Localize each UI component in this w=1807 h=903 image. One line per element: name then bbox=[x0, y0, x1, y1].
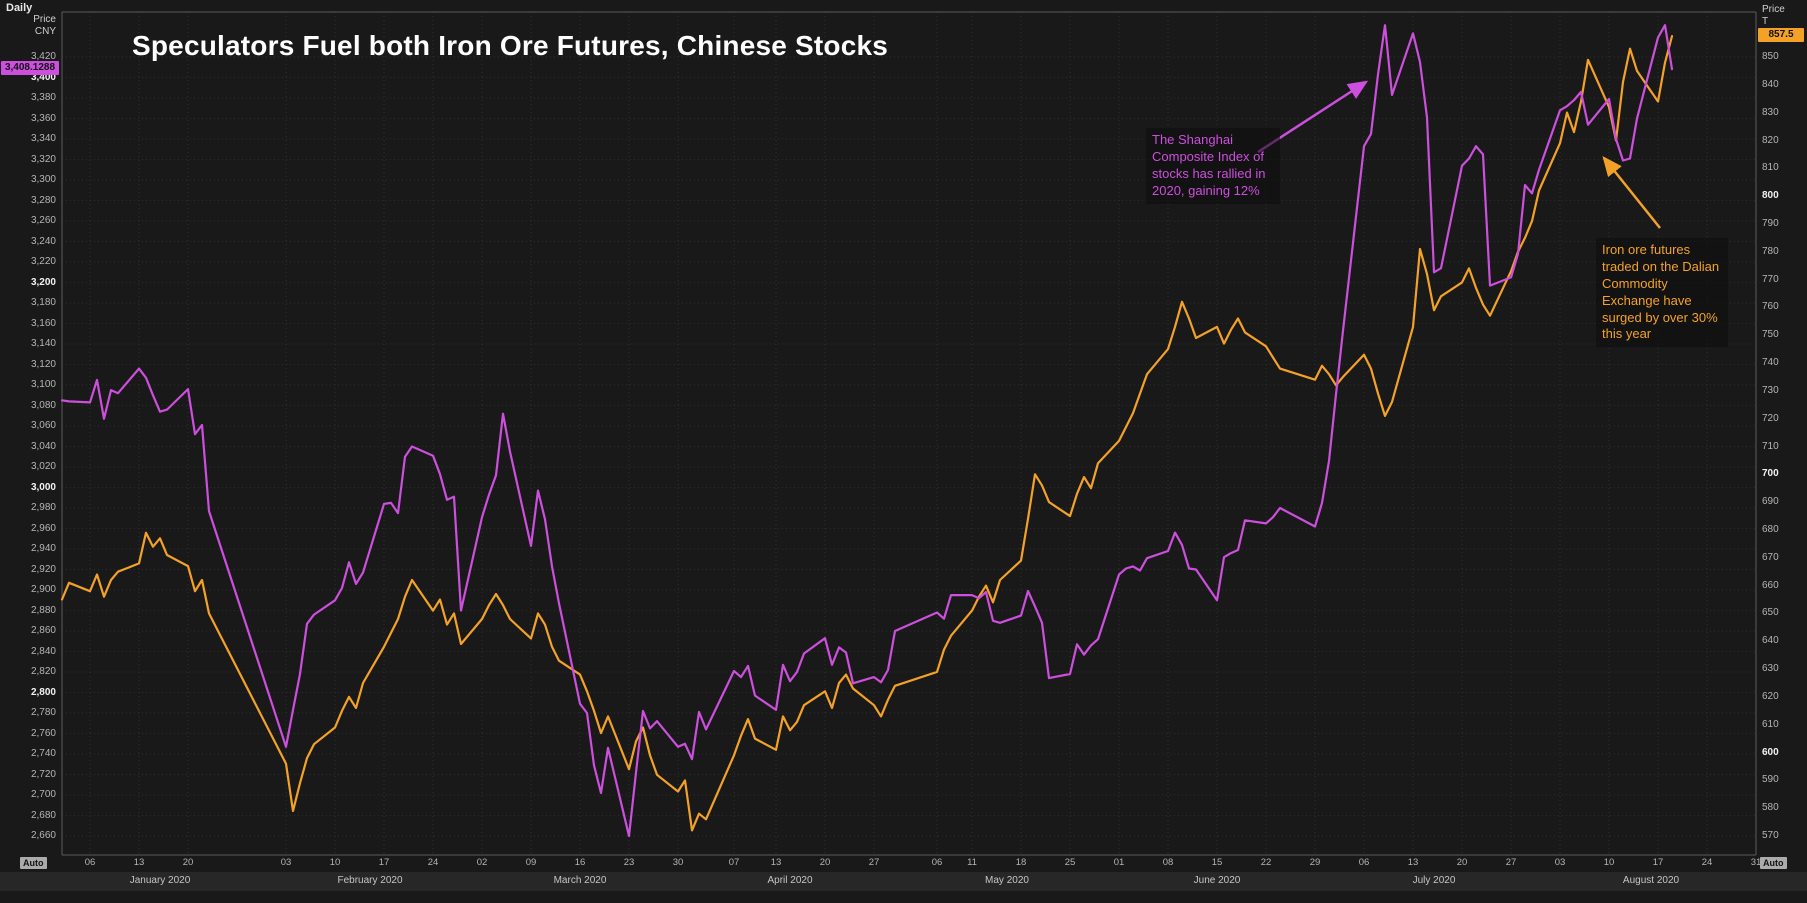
x-axis-day-tick: 13 bbox=[770, 857, 782, 868]
x-axis-day-tick: 23 bbox=[623, 857, 635, 868]
last-price-badge-shanghai: 3,408.1288 bbox=[1, 61, 59, 76]
x-axis-month-label: March 2020 bbox=[553, 875, 607, 886]
x-axis-day-tick: 24 bbox=[427, 857, 439, 868]
x-axis-month-label: June 2020 bbox=[1193, 875, 1241, 886]
x-axis-month-label: February 2020 bbox=[337, 875, 403, 886]
x-axis-day-tick: 17 bbox=[1652, 857, 1664, 868]
x-axis-day-tick: 06 bbox=[84, 857, 96, 868]
x-axis-day-tick: 09 bbox=[525, 857, 537, 868]
x-axis-month-band: January 2020 February 2020 March 2020 April… bbox=[0, 872, 1807, 891]
right-axis-header-price: Price bbox=[1762, 4, 1785, 15]
x-axis-day-tick: 10 bbox=[1603, 857, 1615, 868]
x-axis-day-tick: 20 bbox=[819, 857, 831, 868]
x-axis-day-tick: 08 bbox=[1162, 857, 1174, 868]
right-axis-header-unit: T bbox=[1762, 16, 1769, 27]
x-axis-day-tick: 22 bbox=[1260, 857, 1272, 868]
x-axis-month-label: April 2020 bbox=[767, 875, 813, 886]
series-line-shanghai-composite bbox=[60, 24, 1674, 838]
x-axis-month-label: August 2020 bbox=[1622, 875, 1680, 886]
x-axis-day-tick: 31 bbox=[1750, 857, 1762, 868]
x-axis-day-tick: 11 bbox=[967, 857, 977, 868]
x-axis-day-tick: 06 bbox=[931, 857, 943, 868]
auto-scale-button-right[interactable]: Auto bbox=[1760, 857, 1787, 869]
x-axis-month-label: January 2020 bbox=[129, 875, 191, 886]
x-axis-day-tick: 20 bbox=[1456, 857, 1468, 868]
x-axis-day-tick: 07 bbox=[728, 857, 740, 868]
x-axis-day-tick: 24 bbox=[1701, 857, 1713, 868]
x-axis-month-label: July 2020 bbox=[1412, 875, 1456, 886]
annotation-arrow-iron-ore bbox=[1602, 156, 1661, 229]
x-axis-day-tick: 13 bbox=[1407, 857, 1419, 868]
x-axis-day-tick: 01 bbox=[1113, 857, 1125, 868]
x-axis-day-tick: 15 bbox=[1211, 857, 1223, 868]
x-axis-day-tick: 27 bbox=[1505, 857, 1517, 868]
grid-lines bbox=[62, 12, 1757, 855]
annotation-iron-ore-futures: Iron ore futures traded on the Dalian Co… bbox=[1596, 238, 1728, 348]
x-axis-day-tick: 27 bbox=[868, 857, 880, 868]
x-axis-day-tick: 29 bbox=[1309, 857, 1321, 868]
x-axis-day-tick: 13 bbox=[133, 857, 145, 868]
plot-border bbox=[61, 11, 1757, 856]
last-price-badge-iron-ore: 857.5 bbox=[1758, 28, 1804, 43]
x-axis-day-tick: 20 bbox=[182, 857, 194, 868]
x-axis-day-tick: 25 bbox=[1064, 857, 1076, 868]
x-axis-day-tick: 16 bbox=[574, 857, 586, 868]
left-axis-header-unit: CNY bbox=[34, 26, 56, 37]
x-axis-day-tick: 30 bbox=[672, 857, 684, 868]
chart-title: Speculators Fuel both Iron Ore Futures, … bbox=[132, 30, 889, 61]
x-axis-day-tick: 10 bbox=[329, 857, 341, 868]
annotation-shanghai-composite: The Shanghai Composite Index of stocks h… bbox=[1146, 128, 1280, 204]
x-axis-day-tick: 06 bbox=[1358, 857, 1370, 868]
x-axis-day-tick: 02 bbox=[476, 857, 488, 868]
x-axis-day-tick: 03 bbox=[280, 857, 292, 868]
interval-label[interactable]: Daily bbox=[6, 2, 33, 14]
x-axis-day-tick: 17 bbox=[378, 857, 390, 868]
x-axis-month-label: May 2020 bbox=[985, 875, 1029, 886]
x-axis-day-tick: 18 bbox=[1015, 857, 1027, 868]
x-axis-day-row: 06 13 20 03 10 17 24 02 09 16 23 30 07 13 20 27 06 11 18 25… bbox=[0, 857, 1807, 870]
left-axis-header: Price CNY bbox=[0, 14, 56, 38]
series-line-iron-ore bbox=[60, 34, 1674, 832]
auto-scale-button-left[interactable]: Auto bbox=[20, 857, 47, 869]
right-axis-header: Price T bbox=[1762, 4, 1785, 28]
x-axis-day-tick: 03 bbox=[1554, 857, 1566, 868]
left-axis-header-price: Price bbox=[33, 14, 56, 25]
